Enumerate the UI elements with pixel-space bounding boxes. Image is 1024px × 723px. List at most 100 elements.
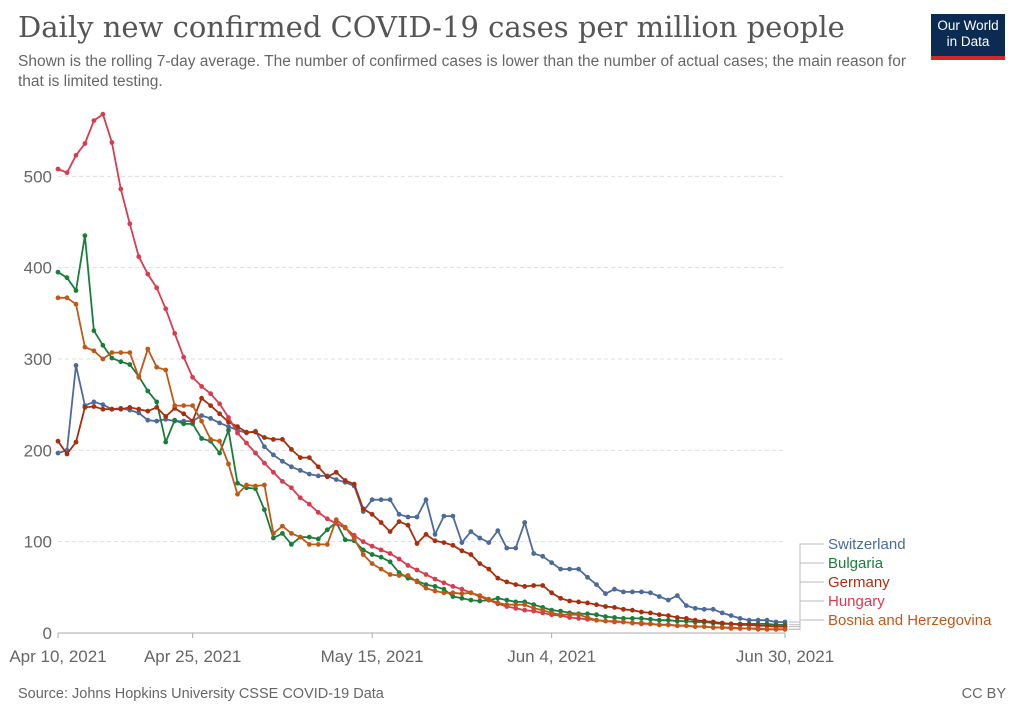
data-point-bosnia-and-herzegovina[interactable] bbox=[504, 602, 510, 608]
data-point-bulgaria[interactable] bbox=[280, 531, 285, 536]
data-point-bulgaria[interactable] bbox=[127, 362, 133, 367]
data-point-germany[interactable] bbox=[154, 405, 160, 410]
data-point-germany[interactable] bbox=[719, 620, 725, 626]
data-point-hungary[interactable] bbox=[423, 572, 429, 577]
data-point-germany[interactable] bbox=[378, 520, 384, 525]
data-point-switzerland[interactable] bbox=[477, 535, 483, 541]
data-point-bulgaria[interactable] bbox=[468, 597, 474, 603]
data-point-bosnia-and-herzegovina[interactable] bbox=[127, 350, 133, 355]
data-point-hungary[interactable] bbox=[181, 354, 187, 360]
data-point-hungary[interactable] bbox=[378, 547, 384, 553]
data-point-hungary[interactable] bbox=[226, 415, 231, 420]
data-point-switzerland[interactable] bbox=[486, 540, 492, 545]
data-point-hungary[interactable] bbox=[118, 186, 124, 192]
data-point-hungary[interactable] bbox=[289, 485, 294, 491]
data-point-bosnia-and-herzegovina[interactable] bbox=[639, 620, 644, 626]
data-point-bulgaria[interactable] bbox=[648, 616, 653, 622]
data-point-hungary[interactable] bbox=[280, 479, 285, 484]
data-point-bulgaria[interactable] bbox=[82, 233, 88, 239]
data-point-switzerland[interactable] bbox=[665, 597, 671, 603]
data-point-germany[interactable] bbox=[145, 408, 151, 414]
data-point-switzerland[interactable] bbox=[692, 605, 698, 611]
data-point-hungary[interactable] bbox=[64, 170, 70, 176]
data-point-bulgaria[interactable] bbox=[154, 399, 160, 405]
data-point-bosnia-and-herzegovina[interactable] bbox=[692, 624, 698, 629]
data-point-bosnia-and-herzegovina[interactable] bbox=[190, 403, 196, 408]
data-point-switzerland[interactable] bbox=[414, 514, 420, 520]
data-point-germany[interactable] bbox=[594, 602, 599, 608]
data-point-germany[interactable] bbox=[522, 584, 528, 589]
data-point-switzerland[interactable] bbox=[378, 497, 384, 503]
data-point-switzerland[interactable] bbox=[585, 574, 590, 580]
data-point-switzerland[interactable] bbox=[540, 553, 546, 559]
data-point-switzerland[interactable] bbox=[513, 545, 519, 551]
data-point-bosnia-and-herzegovina[interactable] bbox=[755, 626, 761, 632]
data-point-bosnia-and-herzegovina[interactable] bbox=[486, 596, 492, 602]
data-point-bosnia-and-herzegovina[interactable] bbox=[540, 607, 546, 613]
data-point-bosnia-and-herzegovina[interactable] bbox=[549, 610, 554, 616]
data-point-germany[interactable] bbox=[612, 605, 617, 610]
data-point-switzerland[interactable] bbox=[387, 497, 393, 503]
data-point-bosnia-and-herzegovina[interactable] bbox=[73, 301, 79, 307]
data-point-germany[interactable] bbox=[289, 447, 294, 452]
data-point-bosnia-and-herzegovina[interactable] bbox=[306, 542, 312, 547]
data-point-bosnia-and-herzegovina[interactable] bbox=[432, 588, 438, 594]
data-point-hungary[interactable] bbox=[513, 605, 519, 611]
data-point-hungary[interactable] bbox=[396, 556, 402, 562]
data-point-hungary[interactable] bbox=[109, 140, 115, 145]
data-point-switzerland[interactable] bbox=[55, 450, 61, 456]
legend-label-bosnia-and-herzegovina[interactable]: Bosnia and Herzegovina bbox=[828, 612, 992, 629]
data-point-bosnia-and-herzegovina[interactable] bbox=[369, 561, 375, 566]
data-point-switzerland[interactable] bbox=[594, 582, 599, 587]
data-point-bulgaria[interactable] bbox=[145, 388, 151, 394]
data-point-bosnia-and-herzegovina[interactable] bbox=[297, 534, 303, 540]
data-point-germany[interactable] bbox=[55, 438, 61, 444]
data-point-switzerland[interactable] bbox=[621, 589, 626, 595]
data-point-switzerland[interactable] bbox=[674, 593, 680, 598]
data-point-hungary[interactable] bbox=[253, 450, 258, 456]
data-point-germany[interactable] bbox=[441, 540, 447, 545]
data-point-hungary[interactable] bbox=[127, 221, 133, 227]
data-point-germany[interactable] bbox=[280, 437, 285, 442]
data-point-bulgaria[interactable] bbox=[172, 417, 178, 423]
data-point-hungary[interactable] bbox=[522, 607, 528, 613]
data-point-bosnia-and-herzegovina[interactable] bbox=[648, 621, 653, 627]
data-point-switzerland[interactable] bbox=[217, 420, 223, 426]
data-point-bulgaria[interactable] bbox=[585, 611, 590, 617]
data-point-bulgaria[interactable] bbox=[387, 559, 393, 565]
legend-label-bulgaria[interactable]: Bulgaria bbox=[828, 555, 884, 572]
data-point-hungary[interactable] bbox=[271, 469, 276, 475]
data-point-bosnia-and-herzegovina[interactable] bbox=[414, 579, 420, 585]
data-point-switzerland[interactable] bbox=[549, 560, 554, 566]
data-point-germany[interactable] bbox=[432, 538, 438, 544]
data-point-germany[interactable] bbox=[468, 552, 474, 557]
data-point-switzerland[interactable] bbox=[73, 363, 79, 368]
data-point-switzerland[interactable] bbox=[468, 529, 474, 534]
data-point-bulgaria[interactable] bbox=[262, 507, 267, 513]
data-point-bosnia-and-herzegovina[interactable] bbox=[405, 573, 411, 578]
data-point-germany[interactable] bbox=[262, 435, 267, 440]
data-point-germany[interactable] bbox=[630, 607, 635, 613]
data-point-switzerland[interactable] bbox=[369, 497, 375, 503]
data-point-germany[interactable] bbox=[558, 595, 563, 601]
data-point-switzerland[interactable] bbox=[648, 590, 653, 596]
data-point-switzerland[interactable] bbox=[100, 402, 106, 408]
series-line-bosnia-and-herzegovina[interactable] bbox=[58, 296, 785, 631]
data-point-bosnia-and-herzegovina[interactable] bbox=[100, 356, 106, 362]
data-point-hungary[interactable] bbox=[91, 118, 97, 123]
data-point-hungary[interactable] bbox=[208, 391, 214, 397]
data-point-switzerland[interactable] bbox=[531, 551, 537, 556]
data-point-switzerland[interactable] bbox=[450, 513, 456, 519]
data-point-switzerland[interactable] bbox=[504, 545, 510, 551]
data-point-switzerland[interactable] bbox=[459, 540, 465, 545]
data-point-bosnia-and-herzegovina[interactable] bbox=[513, 602, 519, 608]
data-point-hungary[interactable] bbox=[324, 516, 330, 522]
data-point-bosnia-and-herzegovina[interactable] bbox=[656, 622, 662, 628]
data-point-germany[interactable] bbox=[163, 414, 169, 419]
data-point-bosnia-and-herzegovina[interactable] bbox=[585, 615, 590, 620]
data-point-germany[interactable] bbox=[692, 617, 698, 623]
data-point-bulgaria[interactable] bbox=[495, 595, 501, 601]
data-point-bulgaria[interactable] bbox=[55, 269, 61, 275]
data-point-germany[interactable] bbox=[181, 411, 187, 417]
data-point-bosnia-and-herzegovina[interactable] bbox=[603, 618, 608, 624]
